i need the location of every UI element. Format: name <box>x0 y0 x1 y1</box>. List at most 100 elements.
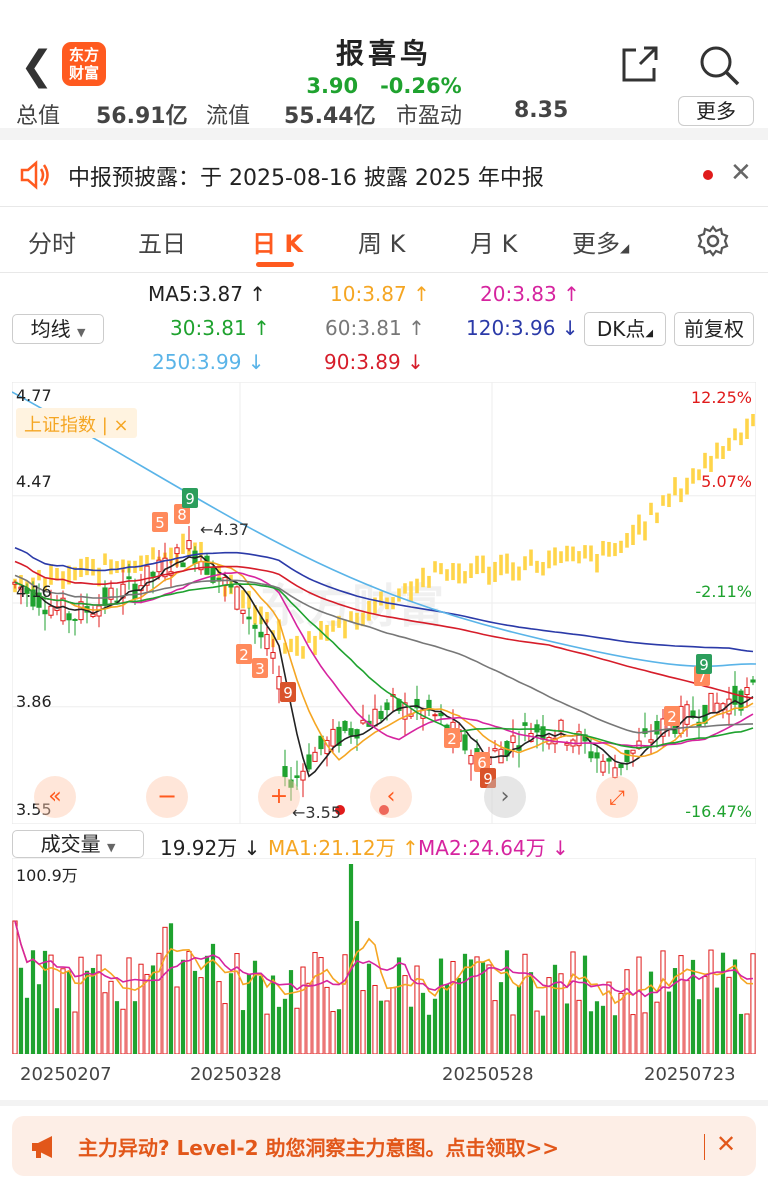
tab-monthly-k[interactable]: 月 K <box>470 230 518 258</box>
candle-body <box>102 587 108 606</box>
volume-bar <box>78 956 84 1054</box>
step-back-button[interactable]: ‹ <box>370 776 412 818</box>
event-dot <box>335 805 345 815</box>
ma10-value: 10:3.87 ↑ <box>330 282 430 306</box>
volume-bar <box>540 1015 546 1054</box>
indicator-selector-label: 均线 <box>30 317 71 341</box>
price-adjust-button[interactable]: 前复权 <box>674 312 754 346</box>
level2-banner[interactable] <box>12 1116 756 1176</box>
fullscreen-icon[interactable]: ⤢ <box>596 776 638 818</box>
caret-icon: ◢ <box>620 241 630 255</box>
stat-label-float: 流值 <box>206 104 251 126</box>
candle-body <box>282 766 288 778</box>
volume-bar <box>318 957 324 1054</box>
tab-five-day[interactable]: 五日 <box>138 230 186 258</box>
index-candle <box>355 612 359 630</box>
volume-chart[interactable] <box>12 858 756 1054</box>
volume-bar <box>708 949 714 1054</box>
index-candle <box>325 624 329 641</box>
candle-body <box>246 616 252 620</box>
high-marker-value: 4.37 <box>213 520 250 539</box>
volume-bar <box>150 965 156 1054</box>
search-icon[interactable] <box>696 42 742 88</box>
index-candle <box>505 553 509 574</box>
index-candle <box>727 437 731 451</box>
volume-bar <box>534 1010 540 1054</box>
volume-bar <box>246 974 252 1054</box>
candle-body <box>468 755 474 765</box>
zoom-out-button[interactable]: − <box>146 776 188 818</box>
back-icon[interactable]: ❮ <box>20 43 54 89</box>
volume-bar <box>618 992 624 1054</box>
close-banner-icon[interactable]: ✕ <box>716 1130 737 1158</box>
volume-selector[interactable]: 成交量 ▼ <box>12 830 144 858</box>
settings-gear-icon[interactable] <box>696 224 730 258</box>
volume-ma-line <box>14 920 754 998</box>
candle-body <box>144 565 150 586</box>
volume-bar <box>336 1009 342 1054</box>
volume-bar <box>204 955 210 1054</box>
tab-weekly-k[interactable]: 周 K <box>358 230 406 258</box>
index-overlay-tag[interactable]: 上证指数 | × <box>16 408 137 438</box>
volume-bar <box>288 970 294 1054</box>
tab-intraday[interactable]: 分时 <box>28 230 76 258</box>
volume-bar <box>18 967 24 1054</box>
ma5-value: MA5:3.87 ↑ <box>148 282 267 306</box>
date-label-2: 20250328 <box>190 1064 282 1085</box>
stats-row: 总值 56.91亿 流值 55.44亿 市盈动 8.35 <box>16 96 756 126</box>
zoom-in-button[interactable]: + <box>258 776 300 818</box>
candle-body <box>126 576 132 580</box>
candle-body <box>384 702 390 711</box>
divider <box>0 206 768 207</box>
index-candle <box>379 591 383 606</box>
ma-line <box>14 555 754 778</box>
candle-body <box>342 720 348 731</box>
candle-body <box>414 698 420 709</box>
volume-bar <box>360 990 366 1054</box>
scroll-left-button[interactable]: « <box>34 776 76 818</box>
tab-more[interactable]: 更多◢ <box>572 224 629 259</box>
candle-body <box>654 721 660 735</box>
indicator-selector[interactable]: 均线 ▼ <box>12 314 104 344</box>
tab-more-label: 更多 <box>572 230 620 258</box>
index-candle <box>49 564 53 585</box>
index-candle <box>373 597 377 614</box>
volume-bar <box>186 950 192 1054</box>
volume-bar <box>282 998 288 1054</box>
index-candle <box>289 638 293 653</box>
dk-signal-number: 6 <box>477 754 487 772</box>
tab-daily-k[interactable]: 日 K <box>252 230 303 258</box>
stat-value-total: 56.91亿 <box>96 104 188 126</box>
volume-bar <box>354 921 360 1054</box>
candle-body <box>690 710 696 719</box>
close-notice-icon[interactable]: ✕ <box>730 158 752 188</box>
volume-bar <box>522 953 528 1054</box>
share-icon[interactable] <box>616 42 662 88</box>
banner-text[interactable]: 主力异动? Level-2 助您洞察主力意图。点击领取>> <box>78 1136 560 1160</box>
dk-point-button[interactable]: DK点◢ <box>584 312 666 346</box>
dk-signal-number: 5 <box>155 514 165 532</box>
candle-body <box>378 710 384 720</box>
volume-bar <box>414 965 420 1054</box>
volume-bar <box>96 954 102 1054</box>
dk-signal-marker <box>444 728 460 748</box>
ma20-value: 20:3.83 ↑ <box>480 282 580 306</box>
candle-body <box>360 719 366 724</box>
step-forward-button[interactable]: › <box>484 776 526 818</box>
index-candle <box>199 541 203 558</box>
candle-body <box>42 609 48 615</box>
low-marker: ←3.55 <box>292 803 342 822</box>
index-candle <box>79 558 83 577</box>
dk-point-label: DK点 <box>596 317 646 341</box>
high-marker: ←4.37 <box>200 520 250 539</box>
candle-body <box>558 719 564 733</box>
report-notice[interactable]: 中报预披露：于 2025-08-16 披露 2025 年中报 <box>68 166 544 191</box>
volume-bar <box>738 1013 744 1054</box>
volume-bar <box>258 976 264 1054</box>
volume-bar <box>480 962 486 1054</box>
index-candle <box>151 547 155 560</box>
index-candle <box>265 611 269 623</box>
more-stats-button[interactable]: 更多 <box>678 96 754 126</box>
volume-bar <box>492 1000 498 1054</box>
